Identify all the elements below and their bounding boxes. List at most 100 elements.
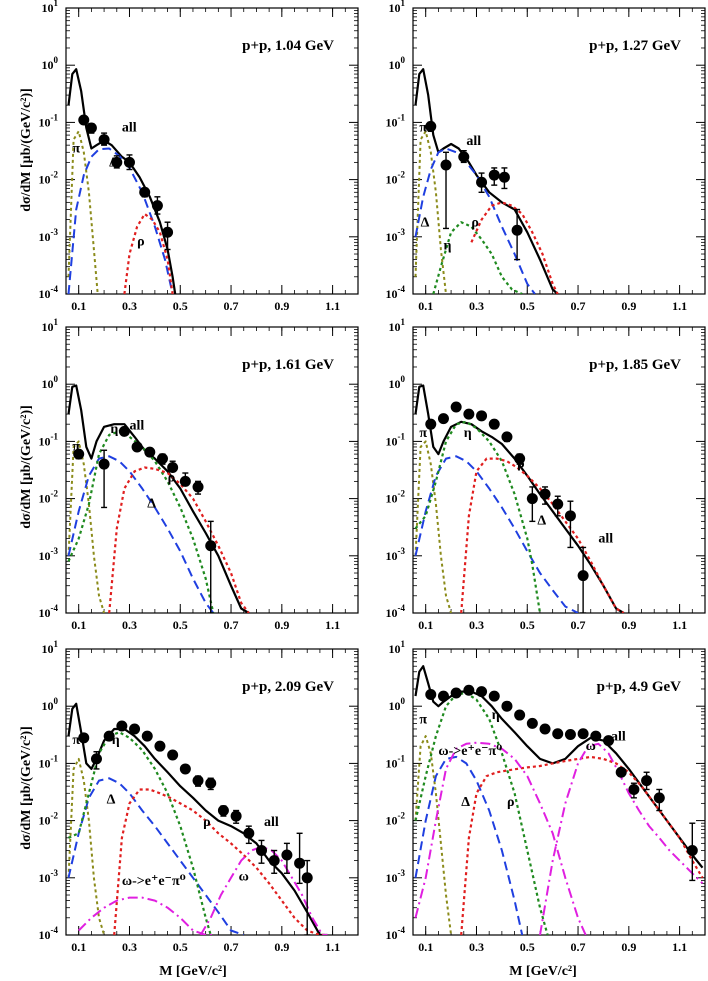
series-delta — [414, 755, 524, 935]
y-tick-exponent: 1 — [54, 317, 59, 327]
y-tick-label: 10-4 — [386, 284, 406, 301]
series-eta — [68, 731, 212, 935]
y-tick-label: 100 — [389, 696, 406, 713]
series-eta — [414, 691, 549, 935]
y-tick-label: 101 — [389, 317, 406, 334]
y-tick-exponent: -3 — [398, 868, 406, 878]
series-group — [414, 384, 625, 613]
y-tick-exponent: -4 — [398, 603, 406, 613]
series-rho — [123, 212, 174, 294]
x-tick-label: 0.1 — [418, 618, 433, 632]
data-point — [268, 855, 280, 867]
x-tick-label: 0.5 — [520, 940, 535, 954]
panel-title: p+p, 2.09 GeV — [242, 679, 334, 695]
x-tick-label: 0.3 — [122, 940, 137, 954]
y-tick-exponent: -4 — [398, 284, 406, 294]
panel-title: p+p, 1.85 GeV — [589, 357, 681, 373]
y-tick-exponent: 0 — [54, 374, 59, 384]
y-tick-exponent: -2 — [398, 489, 406, 499]
x-tick-label: 0.1 — [71, 940, 86, 954]
data-point — [151, 200, 163, 212]
y-tick-label: 100 — [42, 696, 59, 713]
x-tick-label: 0.1 — [418, 299, 433, 313]
data-point — [463, 684, 475, 696]
series-group — [414, 68, 559, 294]
data-point — [281, 849, 293, 861]
data-point — [192, 481, 204, 493]
curve-label: Δ — [147, 496, 156, 511]
y-tick-exponent: 0 — [54, 55, 59, 65]
data-point — [539, 723, 551, 735]
x-tick-label: 0.5 — [520, 618, 535, 632]
data-point — [118, 425, 130, 437]
y-tick-label: 10-1 — [39, 753, 59, 770]
x-tick-label: 1.1 — [325, 618, 340, 632]
data-point — [139, 186, 151, 198]
y-tick-label: 10-2 — [386, 489, 406, 506]
data-point — [577, 570, 589, 582]
y-tick-label: 10-2 — [39, 170, 59, 187]
data-point — [256, 845, 268, 857]
x-tick-label: 0.9 — [621, 299, 636, 313]
y-tick-label: 10-1 — [386, 753, 406, 770]
series-rho — [460, 457, 625, 613]
curve-label: ω->e⁺e⁻π⁰ — [438, 744, 502, 759]
series-all — [67, 702, 328, 935]
y-tick-label: 10-2 — [386, 811, 406, 828]
data-point — [156, 453, 168, 465]
series-pi0 — [67, 130, 99, 294]
data-point — [458, 151, 470, 163]
x-tick-label: 1.1 — [672, 940, 687, 954]
data-point — [511, 224, 523, 236]
x-tick-label: 0.9 — [274, 299, 289, 313]
data-point — [123, 156, 135, 168]
curve-label: π — [72, 733, 80, 748]
data-point — [526, 717, 538, 729]
y-tick-exponent: -2 — [51, 170, 59, 180]
y-tick-label: 10-4 — [386, 925, 406, 942]
data-point — [167, 461, 179, 473]
x-tick-label: 1.1 — [672, 618, 687, 632]
x-tick-label: 0.1 — [71, 618, 86, 632]
y-tick-label: 101 — [42, 0, 59, 15]
series-eta — [414, 420, 542, 613]
curve-label: π — [72, 439, 80, 454]
data-point — [425, 418, 437, 430]
x-tick-label: 1.1 — [325, 299, 340, 313]
curve-label: all — [264, 815, 279, 830]
y-tick-label: 10-3 — [386, 546, 406, 563]
curve-label: ρ — [137, 235, 145, 250]
panel-title: p+p, 1.61 GeV — [242, 357, 334, 373]
data-point — [539, 488, 551, 500]
data-point — [577, 728, 589, 740]
data-point — [301, 872, 313, 884]
data-point — [501, 700, 513, 712]
data-point — [653, 792, 665, 804]
data-point — [628, 783, 640, 795]
y-tick-exponent: -1 — [398, 753, 406, 763]
curve-label: π — [419, 712, 427, 727]
x-axis-label-left: M [GeV/c²] — [159, 964, 227, 979]
series-group — [67, 702, 328, 935]
data-point — [144, 446, 156, 458]
y-axis-label-bottom: dσ/dM [μb/(GeV/c²)] — [19, 726, 34, 850]
y-tick-label: 101 — [389, 0, 406, 15]
data-point — [564, 729, 576, 741]
data-point — [615, 766, 627, 778]
data-point — [514, 709, 526, 721]
curve-label: Δ — [421, 216, 430, 231]
x-tick-label: 0.7 — [224, 299, 239, 313]
series-pi0 — [414, 130, 447, 294]
x-tick-label: 0.9 — [621, 940, 636, 954]
curve-label: all — [598, 532, 613, 547]
data-point — [192, 775, 204, 787]
x-tick-label: 0.7 — [224, 618, 239, 632]
data-point — [217, 805, 229, 817]
data-point — [167, 749, 179, 761]
